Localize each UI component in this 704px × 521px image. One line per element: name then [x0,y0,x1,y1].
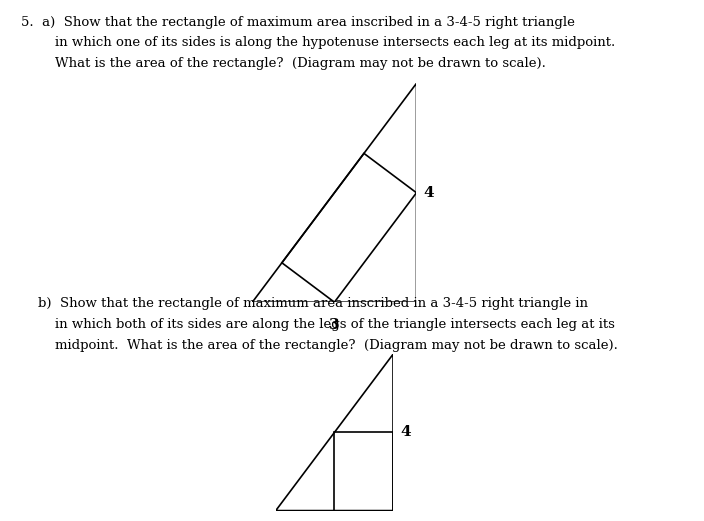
Text: 4: 4 [400,426,410,439]
Text: b)  Show that the rectangle of maximum area inscribed in a 3-4-5 right triangle : b) Show that the rectangle of maximum ar… [21,297,588,310]
Text: 4: 4 [424,186,434,200]
Text: 5.  a)  Show that the rectangle of maximum area inscribed in a 3-4-5 right trian: 5. a) Show that the rectangle of maximum… [21,16,575,29]
Text: in which one of its sides is along the hypotenuse intersects each leg at its mid: in which one of its sides is along the h… [21,36,615,49]
Text: 3: 3 [329,318,340,332]
Text: in which both of its sides are along the legs of the triangle intersects each le: in which both of its sides are along the… [21,318,615,331]
Text: What is the area of the rectangle?  (Diagram may not be drawn to scale).: What is the area of the rectangle? (Diag… [21,57,546,70]
Text: midpoint.  What is the area of the rectangle?  (Diagram may not be drawn to scal: midpoint. What is the area of the rectan… [21,339,618,352]
